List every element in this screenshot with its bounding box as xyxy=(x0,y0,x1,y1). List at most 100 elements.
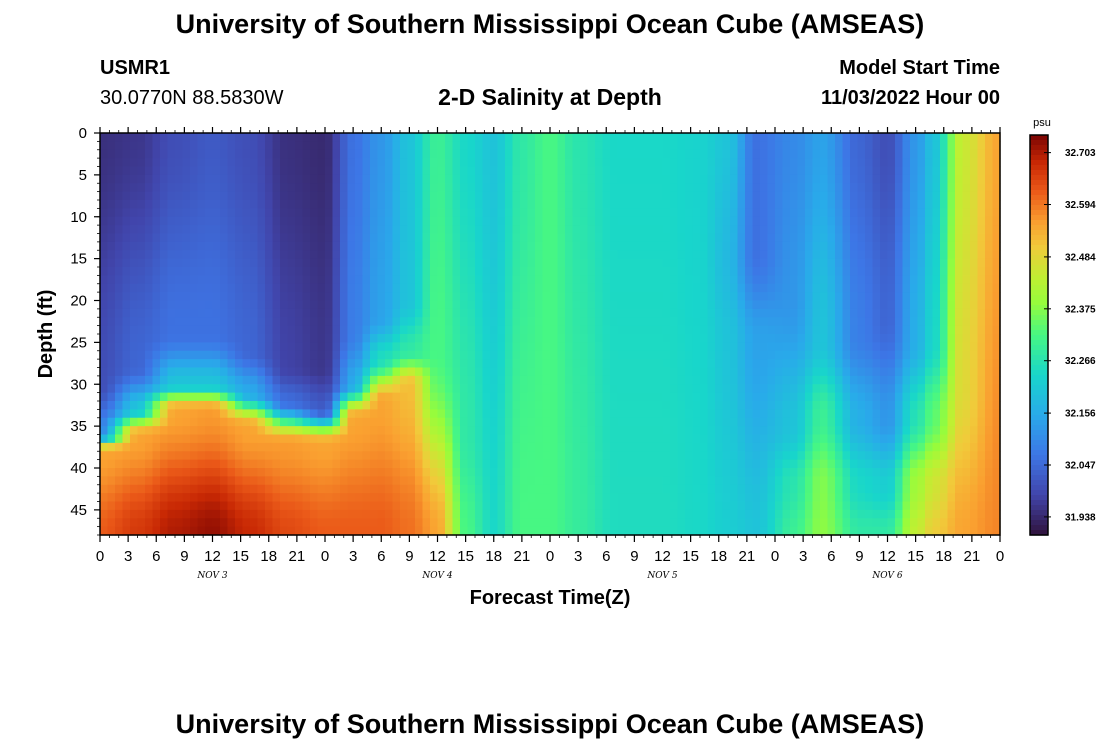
heatmap-cell xyxy=(362,149,371,159)
heatmap-cell xyxy=(670,459,679,469)
heatmap-cell xyxy=(400,526,409,536)
heatmap-cell xyxy=(287,317,296,327)
heatmap-cell xyxy=(220,325,229,335)
heatmap-cell xyxy=(182,342,191,352)
heatmap-cell xyxy=(160,409,169,419)
heatmap-cell xyxy=(235,141,244,151)
heatmap-cell xyxy=(152,149,161,159)
heatmap-cell xyxy=(617,208,626,218)
heatmap-cell xyxy=(145,166,154,176)
heatmap-cell xyxy=(490,459,499,469)
heatmap-cell xyxy=(692,258,701,268)
heatmap-cell xyxy=(737,459,746,469)
heatmap-cell xyxy=(115,267,124,276)
heatmap-cell xyxy=(257,233,266,243)
heatmap-cell xyxy=(670,250,679,260)
heatmap-cell xyxy=(550,476,559,486)
heatmap-cell xyxy=(707,275,716,285)
heatmap-cell xyxy=(700,191,709,201)
heatmap-cell xyxy=(445,468,454,477)
heatmap-cell xyxy=(677,250,686,260)
heatmap-cell xyxy=(602,384,611,394)
heatmap-cell xyxy=(595,292,604,302)
heatmap-cell xyxy=(752,317,761,327)
heatmap-cell xyxy=(182,225,191,235)
heatmap-cell xyxy=(677,292,686,302)
heatmap-cell xyxy=(407,233,416,243)
heatmap-cell xyxy=(812,183,821,193)
heatmap-cell xyxy=(805,174,814,184)
heatmap-cell xyxy=(872,501,881,511)
heatmap-cell xyxy=(505,216,514,226)
heatmap-cell xyxy=(640,375,649,385)
heatmap-cell xyxy=(722,292,731,302)
heatmap-cell xyxy=(632,375,641,385)
heatmap-cell xyxy=(857,476,866,486)
heatmap-cell xyxy=(625,317,634,327)
heatmap-cell xyxy=(602,392,611,402)
heatmap-cell xyxy=(122,208,131,218)
heatmap-cell xyxy=(490,158,499,168)
heatmap-cell xyxy=(655,350,664,360)
heatmap-cell xyxy=(392,158,401,168)
heatmap-cell xyxy=(422,233,431,243)
heatmap-cell xyxy=(707,174,716,184)
heatmap-cell xyxy=(182,174,191,184)
heatmap-cell xyxy=(640,233,649,243)
heatmap-cell xyxy=(445,241,454,251)
heatmap-cell xyxy=(670,325,679,335)
heatmap-cell xyxy=(265,451,274,461)
heatmap-cell xyxy=(617,225,626,235)
heatmap-cell xyxy=(700,417,709,427)
heatmap-cell xyxy=(490,141,499,151)
heatmap-cell xyxy=(617,308,626,318)
heatmap-cell xyxy=(475,183,484,193)
heatmap-cell xyxy=(812,166,821,176)
heatmap-cell xyxy=(827,317,836,327)
heatmap-cell xyxy=(835,409,844,419)
heatmap-cell xyxy=(415,308,424,318)
heatmap-cell xyxy=(572,174,581,184)
heatmap-cell xyxy=(692,300,701,310)
heatmap-cell xyxy=(407,334,416,343)
heatmap-cell xyxy=(497,141,506,151)
heatmap-cell xyxy=(317,133,326,142)
heatmap-cell xyxy=(557,417,566,427)
heatmap-cell xyxy=(242,300,251,310)
heatmap-cell xyxy=(287,149,296,159)
heatmap-cell xyxy=(722,401,731,410)
heatmap-cell xyxy=(587,417,596,427)
heatmap-cell xyxy=(242,216,251,226)
heatmap-cell xyxy=(842,334,851,343)
heatmap-cell xyxy=(407,442,416,452)
heatmap-cell xyxy=(122,384,131,394)
heatmap-cell xyxy=(475,241,484,251)
plot-title: 2-D Salinity at Depth xyxy=(438,84,662,110)
heatmap-cell xyxy=(100,451,109,461)
heatmap-cell xyxy=(625,375,634,385)
heatmap-cell xyxy=(752,384,761,394)
heatmap-cell xyxy=(655,451,664,461)
heatmap-cell xyxy=(865,334,874,343)
heatmap-cell xyxy=(445,200,454,209)
heatmap-cell xyxy=(437,258,446,268)
heatmap-cell xyxy=(100,526,109,536)
heatmap-cell xyxy=(737,359,746,369)
heatmap-cell xyxy=(422,267,431,276)
heatmap-cell xyxy=(625,133,634,142)
heatmap-cell xyxy=(175,208,184,218)
heatmap-cell xyxy=(377,149,386,159)
heatmap-cell xyxy=(850,434,859,444)
heatmap-cell xyxy=(812,384,821,394)
heatmap-cell xyxy=(115,417,124,427)
heatmap-cell xyxy=(197,509,206,519)
heatmap-cell xyxy=(452,317,461,327)
heatmap-cell xyxy=(467,141,476,151)
heatmap-cell xyxy=(677,459,686,469)
heatmap-cell xyxy=(257,258,266,268)
heatmap-cell xyxy=(737,191,746,201)
heatmap-cell xyxy=(212,200,221,209)
heatmap-cell xyxy=(332,174,341,184)
heatmap-cell xyxy=(572,334,581,343)
heatmap-cell xyxy=(700,267,709,276)
